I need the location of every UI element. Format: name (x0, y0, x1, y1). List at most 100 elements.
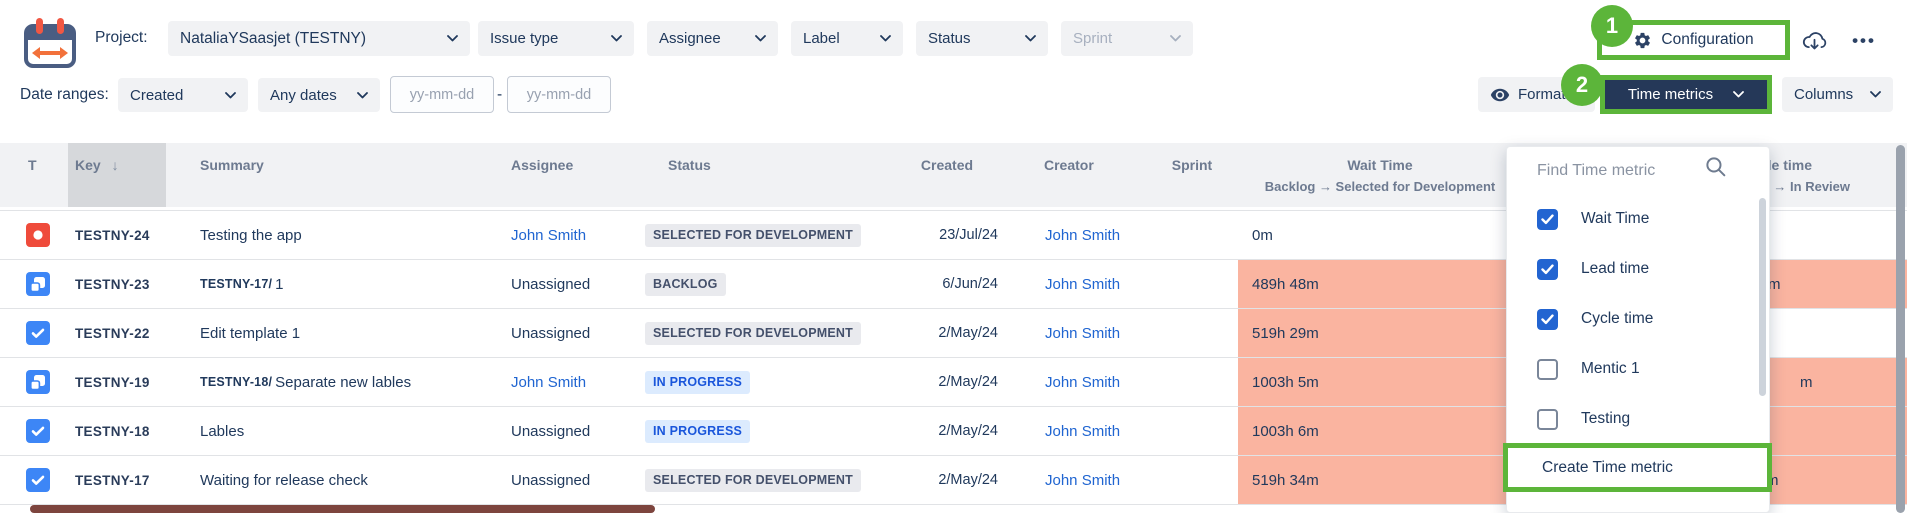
time-metric-option-label: Mentic 1 (1581, 360, 1640, 377)
horizontal-scrollbar-thumb[interactable] (30, 505, 655, 513)
sprint-cell (1152, 309, 1232, 357)
columns-button[interactable]: Columns (1782, 77, 1893, 112)
assignee-link[interactable]: John Smith (511, 373, 587, 391)
cloud-download-icon (1801, 28, 1828, 55)
wait-time-cell: 1003h 6m (1238, 407, 1520, 455)
issue-key[interactable]: TESTNY-22 (75, 325, 150, 341)
vertical-scrollbar-thumb[interactable] (1896, 145, 1905, 513)
ellipsis-icon: ••• (1852, 31, 1876, 50)
date-preset-select[interactable]: Any dates (258, 78, 380, 112)
date-ranges-label: Date ranges: (20, 86, 109, 103)
assignee-link[interactable]: John Smith (511, 226, 587, 244)
chevron-down-icon (1733, 91, 1745, 98)
wait-time-cell: 0m (1252, 226, 1273, 244)
filter-label: Status (928, 30, 971, 47)
parent-issue-key: TESTNY-17/ (200, 277, 273, 291)
more-options-button[interactable]: ••• (1846, 24, 1882, 58)
filter-label: Sprint (1073, 30, 1113, 47)
issue-summary: Lables (200, 422, 245, 440)
issue-key[interactable]: TESTNY-18 (75, 423, 150, 439)
filter-label: Issue type (490, 30, 559, 47)
format-label: Format (1518, 86, 1566, 103)
dropdown-scrollbar-thumb[interactable] (1759, 198, 1766, 396)
time-metrics-label: Time metrics (1627, 86, 1714, 103)
issue-key[interactable]: TESTNY-24 (75, 227, 150, 243)
status-cell: SELECTED FOR DEVELOPMENT (645, 456, 861, 504)
date-field-select[interactable]: Created (118, 78, 248, 112)
sprint-cell (1152, 407, 1232, 455)
table-row[interactable]: TESTNY-22 Edit template 1 Unassigned SELECT… (0, 308, 1907, 357)
time-metric-option-label: Cycle time (1581, 310, 1654, 327)
status-cell: IN PROGRESS (645, 358, 751, 406)
chevron-down-icon (1025, 35, 1036, 42)
bug-issue-type-icon (26, 211, 50, 259)
creator-link[interactable]: John Smith (1045, 275, 1121, 293)
column-header-sprint[interactable]: Sprint (1171, 157, 1213, 173)
filter-select-assignee[interactable]: Assignee (647, 21, 778, 56)
wait-time-cell: 1003h 5m (1238, 358, 1520, 406)
chevron-down-icon (225, 91, 236, 99)
created-date: 2/May/24 (938, 374, 998, 390)
checkbox-unchecked-icon[interactable] (1537, 408, 1558, 430)
gear-icon (1633, 31, 1652, 50)
creator-link[interactable]: John Smith (1045, 226, 1121, 244)
time-metric-option-label: Testing (1581, 410, 1631, 427)
export-button[interactable] (1796, 24, 1832, 58)
issue-summary: TESTNY-18/Separate new lables (200, 373, 412, 391)
creator-link[interactable]: John Smith (1045, 373, 1121, 391)
sprint-cell (1152, 260, 1232, 308)
status-badge: IN PROGRESS (645, 419, 751, 443)
create-time-metric-label: Create Time metric (1542, 458, 1673, 476)
column-header-summary[interactable]: Summary (200, 157, 264, 173)
issue-key[interactable]: TESTNY-23 (75, 276, 150, 292)
date-from-input[interactable] (390, 76, 494, 113)
checkbox-checked-icon[interactable] (1537, 258, 1558, 280)
time-metric-option[interactable]: Mentic 1 (1507, 351, 1769, 387)
status-badge: BACKLOG (645, 272, 726, 296)
time-metric-option[interactable]: Testing (1507, 401, 1769, 437)
status-badge: SELECTED FOR DEVELOPMENT (645, 468, 861, 492)
issue-key[interactable]: TESTNY-19 (75, 374, 150, 390)
create-time-metric-item[interactable]: Create Time metric (1503, 443, 1772, 492)
column-header-creator[interactable]: Creator (1044, 157, 1094, 173)
creator-link[interactable]: John Smith (1045, 471, 1121, 489)
time-metrics-button-highlight: Time metrics (1600, 75, 1772, 114)
assignee-value: Unassigned (511, 471, 591, 489)
find-time-metric-input[interactable] (1535, 155, 1697, 187)
filter-select-status[interactable]: Status (916, 21, 1048, 56)
column-header-type[interactable]: T (28, 157, 37, 173)
chevron-down-icon (1870, 91, 1881, 98)
project-select[interactable]: NataliaYSaasjet (TESTNY) (168, 21, 470, 56)
status-cell: SELECTED FOR DEVELOPMENT (645, 309, 861, 357)
parent-issue-key: TESTNY-18/ (200, 375, 273, 389)
column-header-assignee[interactable]: Assignee (511, 157, 574, 173)
creator-link[interactable]: John Smith (1045, 422, 1121, 440)
column-header-status[interactable]: Status (668, 157, 711, 173)
column-header-wait-time[interactable]: Wait Time (1347, 157, 1413, 173)
table-row[interactable]: TESTNY-24 Testing the app John Smith SELECT… (0, 210, 1907, 259)
wait-time-cell: 519h 29m (1238, 309, 1520, 357)
columns-label: Columns (1794, 86, 1854, 103)
chevron-down-icon (447, 35, 458, 42)
date-to-input[interactable] (507, 76, 611, 113)
chevron-down-icon (1170, 35, 1181, 42)
time-metric-option[interactable]: Wait Time (1507, 201, 1769, 237)
checkbox-checked-icon[interactable] (1537, 308, 1558, 330)
project-label: Project: (95, 29, 148, 46)
issue-key[interactable]: TESTNY-17 (75, 472, 150, 488)
filter-select-sprint[interactable]: Sprint (1061, 21, 1193, 56)
column-header-created[interactable]: Created (920, 157, 974, 173)
filter-select-label[interactable]: Label (791, 21, 903, 56)
creator-link[interactable]: John Smith (1045, 324, 1121, 342)
column-header-key[interactable]: Key ↓ (75, 157, 119, 173)
checkbox-checked-icon[interactable] (1537, 208, 1558, 230)
date-range-separator: - (497, 86, 503, 103)
wait-time-cell: 519h 34m (1238, 456, 1520, 504)
time-metric-option[interactable]: Lead time (1507, 251, 1769, 287)
task-issue-type-icon (26, 407, 50, 455)
filter-select-issue-type[interactable]: Issue type (478, 21, 634, 56)
checkbox-unchecked-icon[interactable] (1537, 358, 1558, 380)
time-metrics-button[interactable]: Time metrics (1605, 80, 1767, 109)
time-metric-option[interactable]: Cycle time (1507, 301, 1769, 337)
